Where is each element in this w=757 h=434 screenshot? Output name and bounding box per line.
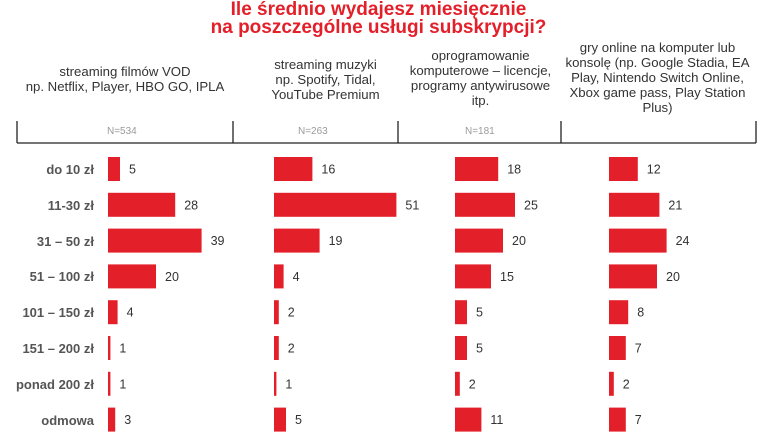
- category-label: 11-30 zł: [47, 197, 94, 213]
- data-label: 1: [285, 377, 292, 391]
- data-label: 25: [524, 198, 538, 212]
- bar: [108, 264, 156, 289]
- data-label: 2: [288, 342, 295, 356]
- column-header-games-line: Play, Nintendo Switch Online,: [571, 70, 744, 85]
- data-label: 2: [469, 377, 476, 391]
- data-label: 3: [124, 413, 131, 427]
- data-label: 7: [635, 413, 642, 427]
- bar: [274, 336, 279, 360]
- data-label: 1: [119, 342, 126, 356]
- bar: [455, 192, 515, 217]
- data-label: 20: [165, 270, 179, 284]
- column-header-vod-line: np. Netflix, Player, HBO GO, IPLA: [25, 79, 225, 94]
- data-label: 15: [500, 270, 514, 284]
- data-label: 4: [127, 306, 134, 320]
- column-header-games-line: gry online na komputer lub: [579, 40, 736, 55]
- n-label-software: N=181: [465, 126, 495, 137]
- bar: [609, 264, 657, 289]
- column-header-music-line: np. Spotify, Tidal,: [275, 72, 376, 87]
- data-label: 51: [405, 198, 419, 212]
- data-label: 4: [293, 270, 300, 284]
- data-label: 5: [295, 413, 302, 427]
- category-label: 31 – 50 zł: [36, 233, 94, 249]
- category-label: ponad 200 zł: [15, 376, 94, 392]
- column-header-vod: streaming filmów VOD np. Netflix, Player,…: [15, 40, 235, 144]
- bar: [609, 157, 638, 181]
- bar: [108, 192, 176, 217]
- column-header-software-line: itp.: [471, 93, 490, 108]
- column-header-music-line: YouTube Premium: [271, 87, 380, 102]
- data-label: 2: [288, 306, 295, 320]
- bar: [455, 228, 503, 253]
- data-label: 5: [129, 163, 136, 177]
- bar: [274, 157, 313, 181]
- data-label: 5: [476, 306, 483, 320]
- column-header-games-line: konsolę (np. Google Stadia, EA: [565, 55, 750, 70]
- bar: [274, 300, 279, 325]
- bar: [274, 264, 284, 289]
- column-header-games: gry online na komputer lub konsolę (np. G…: [560, 40, 755, 120]
- chart-title-line-1: Ile średnio wydajesz miesięcznie: [230, 0, 527, 20]
- column-header-software-line: programy antywirusowe: [410, 78, 551, 93]
- bar: [274, 192, 397, 217]
- n-label-music: N=263: [298, 126, 328, 137]
- column-header-vod-line: streaming filmów VOD: [59, 64, 191, 79]
- category-label: odmowa: [41, 412, 94, 428]
- bar: [108, 157, 120, 181]
- bar: [274, 371, 277, 396]
- bar: [455, 371, 460, 396]
- column-header-games-line: Plus): [642, 100, 673, 115]
- bar: [108, 371, 111, 396]
- data-label: 11: [490, 413, 503, 427]
- bar: [108, 300, 118, 325]
- bar: [609, 407, 626, 432]
- bar: [609, 192, 660, 217]
- column-header-software-line: komputerowe – licencje,: [409, 63, 552, 78]
- bar: [455, 407, 482, 432]
- data-label: 39: [211, 234, 225, 248]
- data-label: 18: [507, 163, 521, 177]
- n-label-vod: N=534: [107, 126, 137, 137]
- data-label: 21: [668, 198, 682, 212]
- bar: [455, 300, 467, 325]
- column-header-games-line: Xbox game pass, Play Station: [569, 85, 746, 100]
- column-header-software-line: oprogramowanie: [431, 48, 530, 63]
- data-label: 12: [647, 163, 661, 177]
- bar: [274, 407, 286, 432]
- bar: [108, 336, 111, 360]
- data-label: 20: [666, 270, 680, 284]
- data-label: 20: [512, 234, 526, 248]
- bar: [609, 300, 629, 325]
- bar: [108, 407, 116, 432]
- data-label: 7: [635, 342, 642, 356]
- data-label: 16: [321, 163, 335, 177]
- bar: [108, 228, 202, 253]
- bar: [455, 264, 491, 289]
- data-label: 19: [329, 234, 343, 248]
- category-label: 101 – 150 zł: [22, 305, 94, 321]
- data-label: 1: [119, 377, 126, 391]
- category-label: 51 – 100 zł: [29, 269, 94, 285]
- column-header-music-line: streaming muzyki: [274, 57, 377, 72]
- data-label: 28: [184, 198, 198, 212]
- bar: [455, 336, 467, 360]
- bar: [455, 157, 499, 181]
- bar: [274, 228, 320, 253]
- chart-title-line-2: na poszczególne usługi subskrypcji?: [210, 17, 547, 38]
- bar: [609, 336, 626, 360]
- data-label: 5: [476, 342, 483, 356]
- category-label: 151 – 200 zł: [22, 341, 94, 356]
- data-label: 2: [623, 377, 630, 391]
- data-label: 24: [676, 234, 690, 248]
- column-header-software: oprogramowanie komputerowe – licencje, pro…: [398, 40, 563, 128]
- data-label: 8: [637, 306, 644, 320]
- column-header-music: streaming muzyki np. Spotify, Tidal, YouTu…: [238, 40, 413, 137]
- category-label: do 10 zł: [46, 162, 94, 177]
- bar: [609, 371, 614, 396]
- bar: [609, 228, 667, 253]
